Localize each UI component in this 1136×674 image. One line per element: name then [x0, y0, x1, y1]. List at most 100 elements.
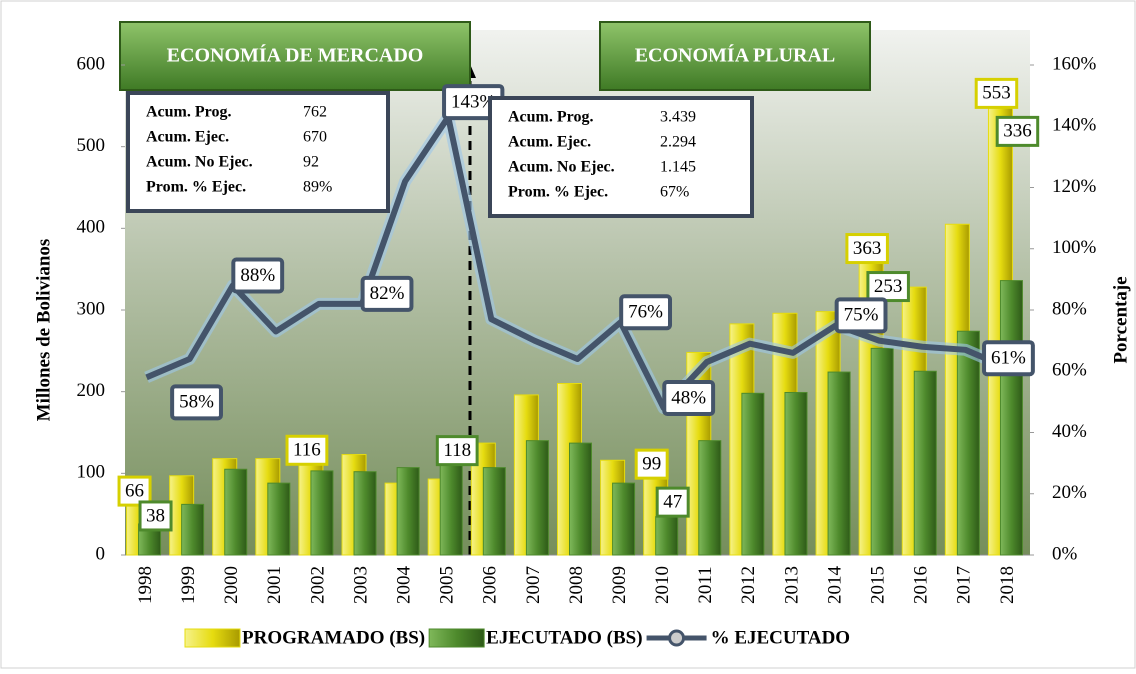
y2-tick-label: 140% [1052, 115, 1097, 136]
data-label-box [982, 340, 1035, 377]
x-tick-label: 2018 [997, 566, 1018, 604]
x-tick-label: 2011 [695, 566, 716, 603]
bar [310, 470, 334, 556]
data-label: 76% [619, 294, 673, 331]
data-label: 253 [874, 276, 903, 297]
data-label: 47 [655, 486, 690, 518]
data-label-box [845, 233, 889, 265]
y-tick-label: 400 [77, 217, 106, 238]
bar [698, 440, 722, 556]
legend-marker [668, 629, 686, 647]
data-label: 48% [662, 380, 716, 416]
y2-tick-label: 60% [1052, 360, 1087, 381]
data-label: 336 [1003, 121, 1032, 142]
data-label-box [634, 448, 669, 480]
data-label: 99 [642, 454, 661, 475]
data-label: 553 [974, 77, 1019, 109]
data-label-box [619, 294, 673, 331]
y2-tick-label: 0% [1052, 543, 1078, 564]
data-label: 99 [634, 448, 669, 480]
data-label-box [655, 486, 690, 518]
annotation-value: 2.294 [660, 134, 696, 151]
line [145, 114, 1010, 411]
x-tick-label: 2012 [738, 566, 759, 604]
data-label: 75% [834, 297, 888, 334]
bar [224, 468, 248, 556]
data-label-box [866, 271, 910, 303]
data-label: 118 [443, 440, 471, 461]
data-label: 88% [231, 257, 285, 294]
annotation-key: Acum. Ejec. [146, 129, 229, 146]
x-tick-label: 2010 [652, 566, 673, 604]
x-tick-label: 2008 [566, 566, 587, 604]
data-label: 38 [146, 505, 165, 526]
y2-axis-label: Porcentaje [1110, 276, 1131, 363]
data-label-box [138, 500, 173, 532]
y2-tick-label: 80% [1052, 298, 1087, 319]
x-tick-label: 2017 [954, 566, 975, 604]
x-tick-label: 2015 [868, 566, 889, 604]
data-label-box [117, 475, 152, 507]
bar [439, 458, 463, 556]
bar [827, 371, 851, 556]
data-label: 47 [663, 492, 682, 513]
data-label-box [285, 434, 329, 466]
data-label: 48% [671, 387, 706, 408]
annotation-key: Acum. No Ejec. [508, 159, 615, 176]
y2-tick-label: 160% [1052, 53, 1097, 74]
data-label: 38 [138, 500, 173, 532]
data-label-box [995, 115, 1040, 147]
annotation-key: Prom. % Ejec. [146, 179, 246, 196]
x-tick-label: 2000 [221, 566, 242, 604]
x-tick-label: 2005 [437, 566, 458, 604]
data-label-box [170, 384, 223, 421]
data-label-box [662, 380, 716, 416]
period-box [599, 21, 871, 91]
bar [913, 370, 937, 556]
annotation-key: Prom. % Ejec. [508, 184, 608, 201]
annotation-key: Acum. No Ejec. [146, 154, 253, 171]
annotation-value: 89% [303, 179, 332, 196]
data-label: 88% [240, 265, 275, 286]
annotation-value: 67% [660, 184, 689, 201]
x-tick-label: 2002 [307, 566, 328, 604]
bar [181, 503, 205, 556]
x-tick-label: 2013 [781, 566, 802, 604]
data-label: 82% [370, 283, 405, 304]
x-tick-label: 2007 [523, 566, 544, 604]
legend-label: EJECUTADO (BS) [486, 627, 642, 648]
data-label: 118 [435, 435, 479, 467]
x-tick-label: 2014 [824, 566, 845, 605]
bar [612, 482, 636, 556]
data-label: 336 [995, 115, 1040, 147]
data-label-box [231, 257, 285, 294]
bar [525, 440, 549, 556]
annotation-value: 762 [303, 104, 327, 121]
period-label: ECONOMÍA DE MERCADO [167, 44, 424, 67]
x-tick-label: 2001 [264, 566, 285, 604]
period-boxes: ECONOMÍA DE MERCADO ECONOMÍA PLURAL [119, 21, 871, 91]
data-label: 75% [844, 305, 879, 326]
data-label: 66 [125, 480, 144, 501]
bar [784, 391, 808, 556]
data-label: 363 [845, 233, 889, 265]
data-label: 553 [982, 83, 1011, 104]
annotation-value: 1.145 [660, 159, 696, 176]
annotation-key: Acum. Ejec. [508, 134, 591, 151]
bar [741, 392, 765, 556]
data-label: 58% [179, 392, 214, 413]
data-label: 58% [170, 384, 223, 421]
data-label: 61% [991, 348, 1026, 369]
data-label: 66 [117, 475, 152, 507]
y-tick-label: 500 [77, 135, 106, 156]
annotation-key: Acum. Prog. [146, 104, 231, 121]
annotation-value: 92 [303, 154, 319, 171]
data-label: 253 [866, 271, 910, 303]
y-tick-label: 0 [96, 543, 106, 564]
data-label: 116 [293, 440, 321, 461]
data-label: 116 [285, 434, 329, 466]
x-tick-label: 1999 [178, 566, 199, 604]
data-label-box [435, 435, 479, 467]
y-tick-label: 600 [77, 53, 106, 74]
annotation-value: 670 [303, 129, 327, 146]
